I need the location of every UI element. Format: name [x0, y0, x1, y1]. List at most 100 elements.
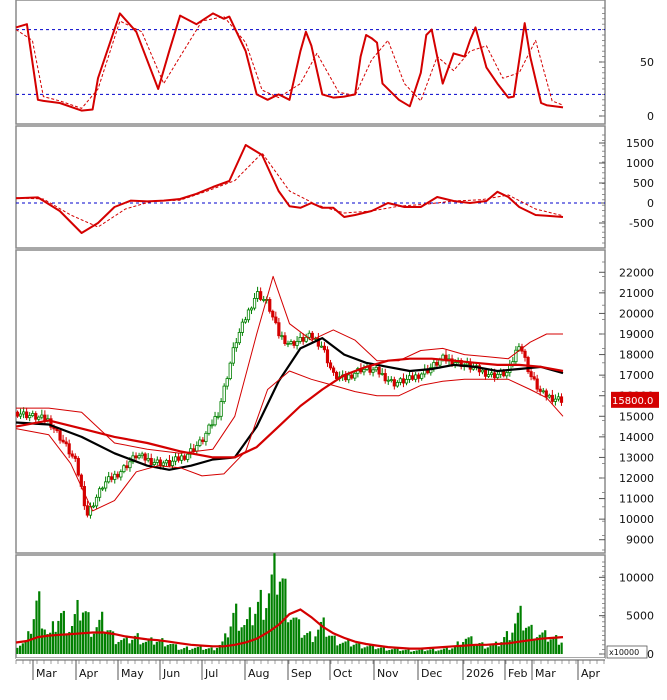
volume-bar [40, 628, 44, 654]
y-tick-label-price: 11000 [619, 493, 654, 506]
y-tick-label-price: 12000 [619, 472, 654, 485]
candle-body [140, 453, 144, 457]
candle-body [295, 341, 299, 346]
volume-bar [355, 643, 358, 654]
candle-body [113, 473, 117, 480]
volume-bar [21, 643, 24, 654]
candle-body [316, 337, 320, 347]
candle-body [85, 505, 90, 516]
candle-body [170, 460, 175, 467]
y-tick-label-volume: 10000 [619, 571, 654, 584]
volume-bar [278, 581, 282, 654]
candle-body [559, 396, 564, 403]
candle-body [176, 456, 181, 461]
month-label-feb: Feb [508, 667, 527, 680]
volume-bar [412, 651, 416, 654]
candle-body [432, 362, 436, 369]
y-tick-label-price: 22000 [619, 266, 654, 279]
month-label-2026: 2026 [466, 667, 494, 680]
volume-ma-line [15, 608, 564, 650]
volume-bar [229, 626, 232, 654]
volume-bar [328, 635, 331, 654]
y-tick-label-macd: 1500 [626, 137, 654, 150]
volume-bar [456, 641, 459, 654]
candle-body [535, 378, 539, 390]
volume-bar [330, 635, 333, 654]
candle-body [532, 376, 536, 380]
candle-body [395, 381, 399, 387]
volume-bar [431, 648, 435, 654]
volume-bar [248, 607, 251, 654]
volume-bar [459, 646, 462, 654]
month-label-jun: Jun [162, 667, 180, 680]
volume-bar [267, 593, 271, 654]
candle-body [377, 366, 381, 375]
candle-body [502, 370, 506, 377]
volume-bar [366, 646, 369, 654]
volume-bar [544, 630, 547, 654]
volume-bar [322, 617, 325, 654]
volume-bar [358, 642, 361, 654]
candle-body [143, 453, 147, 461]
candle-body [37, 416, 41, 420]
volume-bar [27, 631, 30, 654]
y-tick-label-macd: -500 [629, 217, 654, 230]
volume-bar [500, 642, 503, 654]
volume-bar [284, 578, 287, 654]
volume-bar [418, 649, 421, 654]
volume-bar [60, 613, 63, 654]
volume-bar [210, 647, 213, 654]
candle-body [493, 372, 497, 379]
candle-body [255, 291, 260, 299]
volume-bar [202, 649, 205, 654]
volume-bar [103, 631, 106, 654]
candle-body [237, 332, 241, 344]
volume-bar [303, 635, 306, 654]
volume-bar [174, 644, 178, 654]
volume-bar [180, 649, 183, 654]
candle-body [195, 445, 199, 452]
volume-bar [139, 644, 142, 654]
volume-bar [199, 646, 202, 654]
volume-bar [451, 648, 454, 654]
candle-body [58, 430, 62, 441]
y-tick-label-price: 20000 [619, 307, 654, 320]
last-price-label: 15800.0 [612, 396, 653, 407]
volume-bar [347, 639, 350, 654]
volume-bar [292, 617, 295, 654]
candle-body [480, 369, 485, 373]
month-label-apr: Apr [581, 667, 601, 680]
volume-bar [131, 639, 134, 654]
stochastic-d-line [15, 16, 564, 109]
candle-body [371, 369, 375, 373]
volume-bar [494, 641, 498, 654]
candle-body [353, 372, 357, 379]
candle-body [523, 350, 527, 358]
candle-body [505, 372, 509, 377]
candle-body [213, 416, 217, 426]
candle-body [274, 316, 278, 324]
volume-bar [43, 629, 46, 654]
candle-body [73, 455, 77, 459]
candle-body [280, 335, 284, 338]
volume-bar [423, 651, 426, 654]
volume-bar [557, 644, 560, 654]
candle-body [368, 366, 372, 373]
candle-body [347, 374, 351, 381]
y-tick-label-price: 19000 [619, 328, 654, 341]
volume-bar [281, 578, 284, 654]
y-tick-label-price: 21000 [619, 287, 654, 300]
volume-bar [172, 643, 175, 654]
volume-bar [191, 648, 194, 654]
volume-bar [111, 631, 115, 654]
candle-body [407, 375, 412, 380]
y-tick-label-macd: 0 [647, 197, 654, 210]
candle-body [246, 309, 251, 321]
volume-bar [388, 649, 391, 654]
candle-body [243, 319, 248, 323]
candle-body [49, 418, 53, 428]
candle-body [158, 459, 162, 466]
candle-body [64, 441, 68, 445]
volume-bar [169, 643, 172, 654]
volume-bar [114, 644, 117, 654]
